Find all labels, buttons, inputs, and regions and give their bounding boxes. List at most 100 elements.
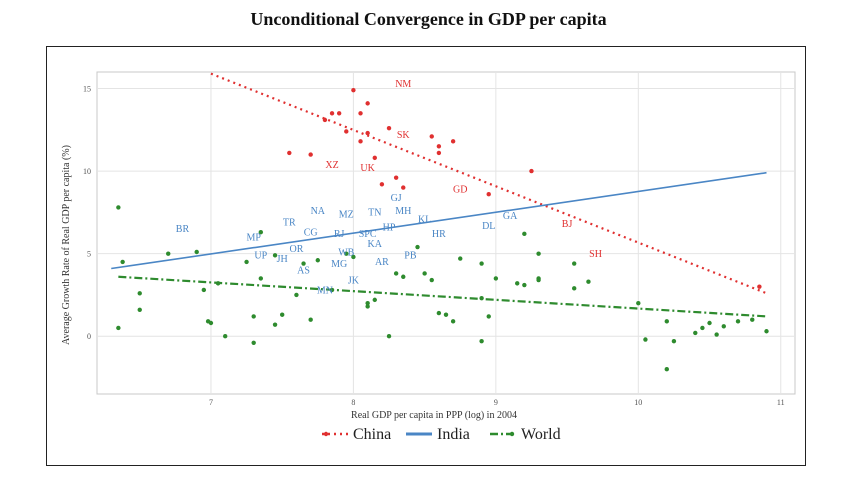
- legend-label: World: [521, 426, 561, 443]
- point-world: [166, 251, 171, 256]
- legend-label: China: [353, 426, 391, 443]
- point-world: [572, 286, 577, 291]
- point-label: HP: [383, 223, 396, 234]
- scatter-chart: 7 8 9 10 11 0 5 10 15 NM SK XZ UK GD BJ SH BR TR NA MZ TN MH…: [61, 71, 796, 443]
- point-label: MP: [246, 232, 261, 243]
- point-label: MN: [317, 285, 333, 296]
- point-china: [372, 155, 377, 161]
- point-world: [393, 271, 399, 276]
- point-world: [208, 320, 214, 326]
- point-label: UP: [254, 251, 267, 262]
- point-world: [700, 325, 705, 331]
- point-label: TR: [283, 218, 296, 229]
- point-label: JK: [348, 275, 360, 286]
- point-china: [322, 117, 328, 123]
- point-china: [429, 134, 434, 139]
- point-world: [201, 287, 207, 293]
- point-label: RJ: [334, 229, 345, 240]
- point-world: [750, 317, 755, 322]
- point-label: PB: [404, 251, 417, 262]
- point-label: NM: [395, 79, 411, 90]
- point-world: [486, 314, 491, 319]
- x-tick-label: 9: [494, 398, 498, 407]
- point-world: [120, 259, 125, 265]
- point-world: [693, 330, 698, 336]
- point-world: [386, 334, 392, 339]
- point-label: DL: [482, 221, 495, 232]
- point-world: [401, 274, 406, 279]
- legend-marker: [323, 431, 329, 437]
- legend-entry-world: World: [490, 426, 561, 443]
- point-world: [272, 322, 278, 327]
- point-world: [137, 307, 142, 312]
- point-world: [116, 325, 121, 331]
- point-world: [251, 314, 256, 319]
- point-world: [479, 261, 484, 266]
- point-world: [365, 300, 370, 306]
- x-tick-label: 8: [351, 398, 355, 407]
- point-label: SH: [589, 249, 602, 260]
- y-tick-label: 0: [87, 332, 91, 341]
- point-label: BR: [176, 224, 190, 235]
- point-china: [287, 150, 292, 156]
- point-world: [279, 312, 285, 317]
- point-world: [443, 312, 449, 317]
- point-label: KL: [418, 214, 431, 225]
- point-label: SK: [397, 130, 411, 141]
- y-tick-label: 10: [83, 167, 91, 176]
- point-world: [344, 251, 349, 256]
- point-label: OR: [289, 244, 303, 255]
- point-label: CG: [304, 227, 318, 238]
- point-world: [714, 332, 719, 337]
- point-world: [329, 287, 335, 293]
- point-world: [415, 244, 420, 250]
- point-world: [572, 261, 577, 266]
- point-label: GD: [453, 185, 467, 196]
- point-china: [450, 139, 456, 144]
- point-label: TN: [368, 208, 381, 219]
- point-world: [436, 310, 442, 316]
- fit-line-world: [118, 275, 767, 318]
- point-world: [479, 296, 484, 301]
- legend: China India World: [322, 426, 561, 443]
- point-label: MG: [331, 259, 347, 270]
- point-china: [379, 182, 385, 187]
- point-world: [664, 319, 669, 324]
- x-tick-label: 10: [634, 398, 642, 407]
- point-world: [522, 231, 527, 237]
- point-world: [450, 319, 456, 324]
- point-world: [422, 271, 427, 276]
- point-world: [664, 367, 669, 372]
- point-world: [764, 329, 769, 334]
- point-world: [258, 229, 264, 235]
- point-world: [244, 259, 249, 265]
- point-world: [721, 324, 726, 329]
- point-label: GJ: [391, 193, 402, 204]
- point-world: [536, 251, 541, 256]
- point-world: [137, 291, 142, 296]
- point-world: [493, 276, 499, 281]
- y-tick-label: 5: [87, 250, 91, 259]
- chart-frame: 7 8 9 10 11 0 5 10 15 NM SK XZ UK GD BJ SH BR TR NA MZ TN MH…: [46, 46, 806, 466]
- point-world: [116, 205, 121, 210]
- point-world: [315, 258, 320, 263]
- point-china: [365, 101, 370, 106]
- point-label: WB: [338, 247, 354, 258]
- legend-label: India: [437, 426, 470, 443]
- plot-area: [96, 71, 796, 395]
- x-axis-label: Real GDP per capita in PPP (log) in 2004: [351, 410, 517, 421]
- point-china: [358, 139, 363, 144]
- x-tick-label: 11: [777, 398, 785, 407]
- point-china: [358, 111, 363, 116]
- point-label: MH: [395, 206, 411, 217]
- point-china: [486, 191, 491, 197]
- point-world: [586, 279, 591, 284]
- point-china: [401, 185, 406, 190]
- point-china: [529, 168, 534, 174]
- legend-entry-india: India: [406, 426, 470, 443]
- fit-line-india: [111, 171, 767, 270]
- point-world: [194, 249, 199, 255]
- point-world: [258, 276, 264, 281]
- x-tick-label: 7: [209, 398, 213, 407]
- point-china: [308, 152, 313, 157]
